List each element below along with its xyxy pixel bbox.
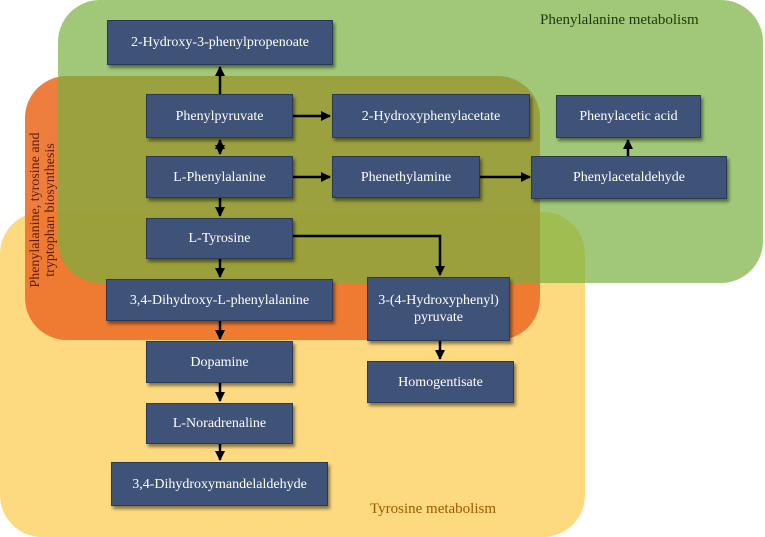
node-hydroxyphenylacetate[interactable]: 2-Hydroxyphenylacetate	[332, 94, 530, 138]
node-phenylacetic-acid[interactable]: Phenylacetic acid	[556, 95, 701, 138]
node-dopamine[interactable]: Dopamine	[146, 341, 293, 383]
phenylalanine-metabolism-label: Phenylalanine metabolism	[540, 12, 699, 28]
arrow-tyrosine-to-hydroxyphenyl-pyruvate	[293, 234, 445, 276]
node-phenylpyruvate[interactable]: Phenylpyruvate	[146, 94, 293, 138]
node-phenethylamine[interactable]: Phenethylamine	[332, 156, 480, 198]
node-phenylacetaldehyde[interactable]: Phenylacetaldehyde	[531, 156, 727, 199]
node-hydroxy-phenylpropenoate[interactable]: 2-Hydroxy-3-phenylpropenoate	[107, 20, 333, 65]
tyrosine-metabolism-label: Tyrosine metabolism	[370, 501, 497, 517]
node-hydroxyphenyl-pyruvate[interactable]: 3-(4-Hydroxyphenyl) pyruvate	[367, 277, 510, 341]
node-dopa[interactable]: 3,4-Dihydroxy-L-phenylalanine	[106, 279, 333, 321]
node-l-phenylalanine[interactable]: L-Phenylalanine	[146, 156, 293, 198]
node-l-tyrosine[interactable]: L-Tyrosine	[146, 218, 293, 259]
node-dihydroxymandelaldehyde[interactable]: 3,4-Dihydroxymandelaldehyde	[111, 462, 328, 506]
node-homogentisate[interactable]: Homogentisate	[367, 361, 514, 403]
node-l-noradrenaline[interactable]: L-Noradrenaline	[146, 403, 293, 444]
